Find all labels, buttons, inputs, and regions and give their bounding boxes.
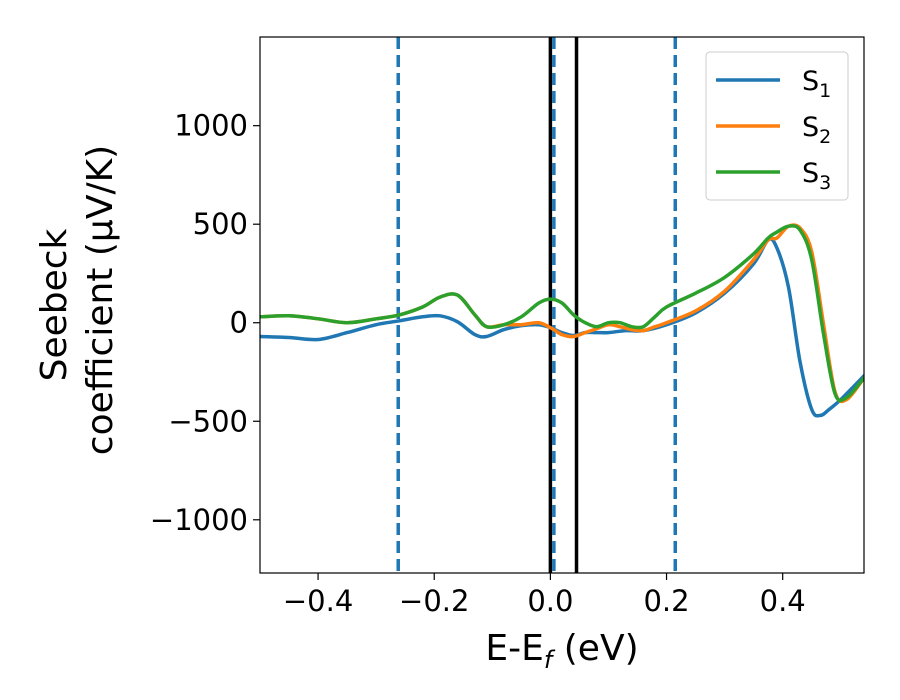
series-line-s3: [260, 224, 864, 403]
x-tick-label: 0.4: [760, 584, 806, 618]
y-tick-label: −500: [168, 404, 248, 438]
x-axis-label-main: E-E: [485, 628, 543, 669]
vertical-reference-lines: [396, 37, 677, 573]
x-axis-label: E-Ef (eV): [485, 628, 638, 674]
x-axis-ticks: −0.4 −0.2 0.0 0.2 0.4: [283, 573, 806, 618]
legend: S1 S2 S3: [705, 51, 849, 201]
y-axis-label-line1: Seebeck: [34, 228, 75, 381]
series-layer: [260, 223, 864, 418]
legend-label-s3: S3: [802, 158, 831, 194]
legend-label-s2: S2: [802, 112, 831, 148]
series-line-s1: [260, 237, 864, 418]
x-tick-label: −0.2: [399, 584, 469, 618]
y-tick-label: −1000: [150, 503, 248, 537]
y-axis-label-line2: coefficient (μV/K): [80, 145, 121, 455]
y-tick-label: 1000: [174, 109, 248, 143]
y-tick-label: 0: [230, 306, 248, 340]
plot-frame: [259, 36, 865, 574]
series-line-s2: [260, 223, 864, 404]
x-axis-label-unit: (eV): [552, 628, 638, 669]
legend-label-s1: S1: [802, 66, 831, 102]
y-tick-label: 500: [193, 207, 248, 241]
y-axis-ticks: −1000 −500 0 500 1000: [150, 109, 260, 537]
x-tick-label: 0.0: [527, 584, 573, 618]
x-tick-label: −0.4: [283, 584, 353, 618]
x-tick-label: 0.2: [643, 584, 689, 618]
